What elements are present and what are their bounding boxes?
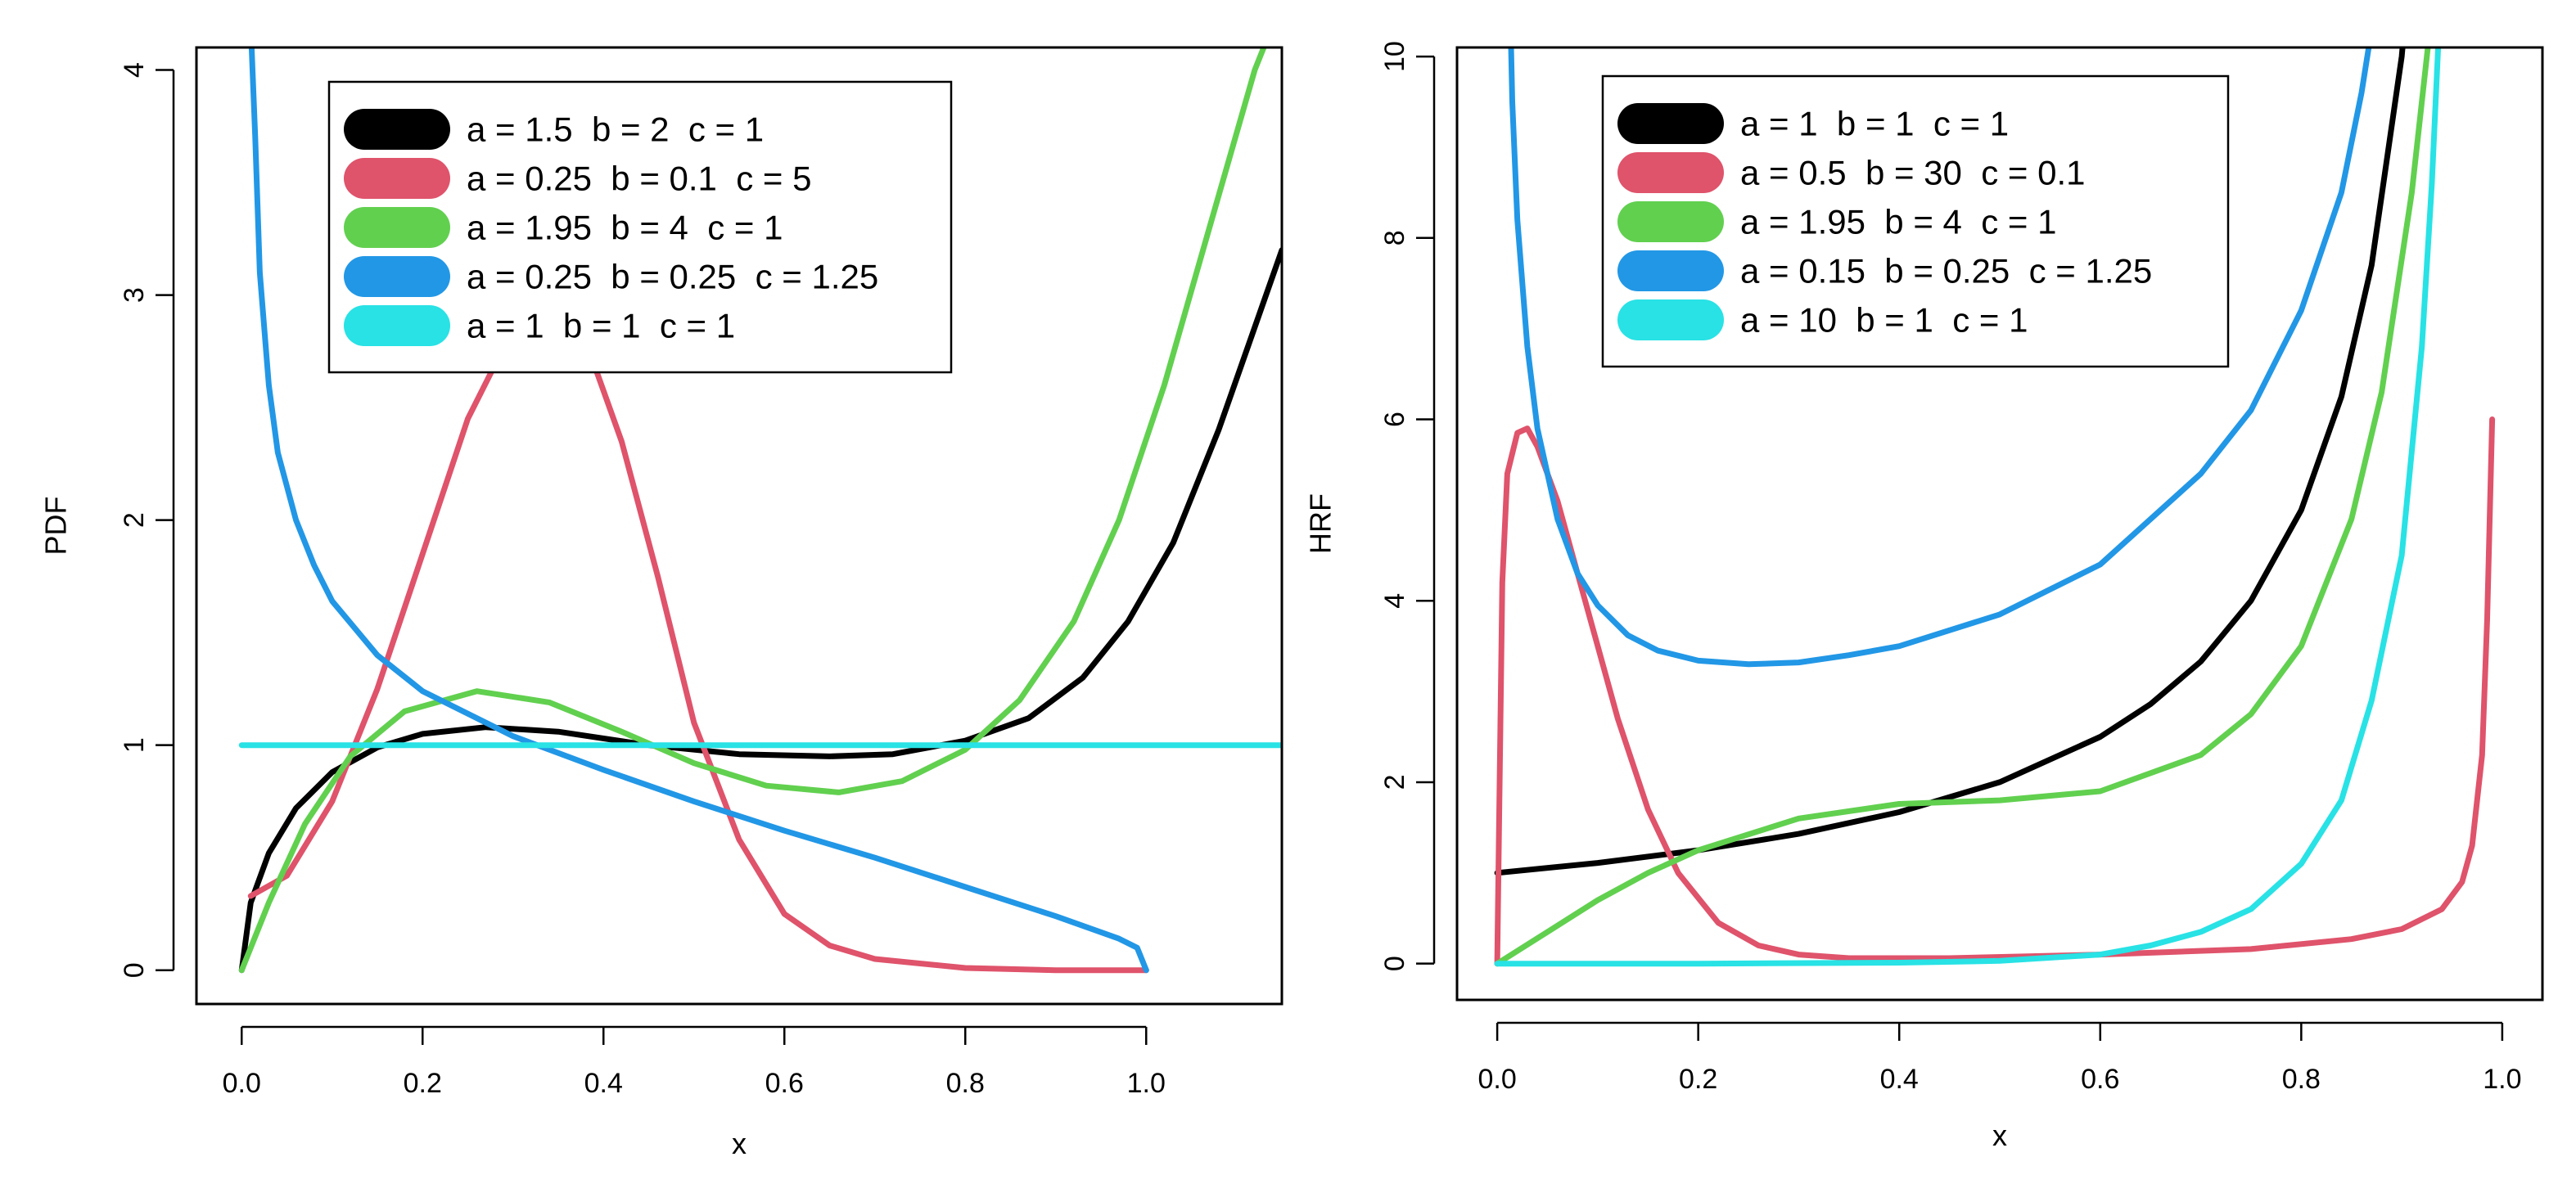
series-lines bbox=[1494, 47, 2496, 967]
legend-label-5: a = 1 b = 1 c = 1 bbox=[467, 307, 735, 345]
legend-label-2: a = 0.25 b = 0.1 c = 5 bbox=[467, 160, 811, 198]
legend-swatch-1 bbox=[1617, 103, 1724, 144]
y-tick-label: 4 bbox=[1379, 593, 1410, 609]
y-tick-label: 3 bbox=[119, 287, 150, 303]
x-tick-label: 1.0 bbox=[2483, 1064, 2521, 1095]
plot-frame bbox=[195, 46, 1283, 1006]
x-axis-title: x bbox=[1992, 1119, 2007, 1152]
series-line-4 bbox=[1508, 47, 2372, 668]
series-line-2 bbox=[1494, 416, 2496, 967]
y-tick-label: 10 bbox=[1379, 41, 1410, 72]
x-tick-label: 0.4 bbox=[584, 1068, 623, 1099]
legend-label-4: a = 0.15 b = 0.25 c = 1.25 bbox=[1740, 252, 2152, 290]
x-axis-title: x bbox=[732, 1127, 747, 1160]
series-line-4 bbox=[248, 47, 1149, 974]
legend-swatch-1 bbox=[344, 109, 450, 150]
series-lines bbox=[238, 47, 1282, 974]
hrf-panel: 0.0 0.2 0.4 0.6 0.8 1.0 0 2 4 6 8 10 x HRF a = 1 b = 1… bbox=[1304, 41, 2544, 1152]
x-tick-label: 0.6 bbox=[765, 1068, 804, 1099]
y-tick-label: 8 bbox=[1379, 230, 1410, 245]
series-line-1 bbox=[1494, 47, 2406, 876]
plot-frame bbox=[1455, 46, 2544, 1002]
legend-label-2: a = 0.5 b = 30 c = 0.1 bbox=[1740, 154, 2085, 192]
y-tick-label: 0 bbox=[119, 962, 150, 978]
x-tick-label: 0.2 bbox=[404, 1068, 442, 1099]
legend-swatch-4 bbox=[1617, 250, 1724, 291]
series-line-5 bbox=[1494, 47, 2442, 967]
legend: a = 1 b = 1 c = 1 a = 0.5 b = 30 c = 0.1 a… bbox=[1601, 74, 2230, 368]
y-tick-label: 6 bbox=[1379, 412, 1410, 427]
x-tick-label: 0.8 bbox=[2282, 1064, 2321, 1095]
y-tick-label: 1 bbox=[119, 737, 150, 753]
x-tick-label: 0.4 bbox=[1880, 1064, 1919, 1095]
series-line-3 bbox=[1494, 47, 2431, 967]
y-axis-title: HRF bbox=[1304, 493, 1338, 554]
series-line-2 bbox=[247, 305, 1149, 974]
x-tick-label: 0.2 bbox=[1679, 1064, 1717, 1095]
x-tick-label: 0.6 bbox=[2081, 1064, 2119, 1095]
x-tick-label: 0.0 bbox=[1477, 1064, 1516, 1095]
legend-label-1: a = 1.5 b = 2 c = 1 bbox=[467, 110, 764, 149]
y-axis-title: PDF bbox=[39, 497, 73, 556]
legend-swatch-4 bbox=[344, 256, 450, 297]
legend-label-3: a = 1.95 b = 4 c = 1 bbox=[467, 209, 783, 247]
x-tick-label: 0.0 bbox=[223, 1068, 261, 1099]
legend-swatch-3 bbox=[1617, 201, 1724, 242]
legend-label-5: a = 10 b = 1 c = 1 bbox=[1740, 301, 2028, 340]
series-line-3 bbox=[238, 47, 1267, 974]
legend-swatch-3 bbox=[344, 207, 450, 248]
x-tick-label: 0.8 bbox=[946, 1068, 985, 1099]
legend-label-4: a = 0.25 b = 0.25 c = 1.25 bbox=[467, 258, 878, 296]
legend-label-3: a = 1.95 b = 4 c = 1 bbox=[1740, 203, 2056, 241]
legend-swatch-2 bbox=[1617, 152, 1724, 193]
y-tick-label: 2 bbox=[1379, 774, 1410, 790]
x-tick-label: 1.0 bbox=[1127, 1068, 1166, 1099]
pdf-panel: 0.0 0.2 0.4 0.6 0.8 1.0 0 1 2 3 4 x PDF a = 1.5 b = 2… bbox=[39, 46, 1283, 1160]
y-tick-label: 4 bbox=[119, 62, 150, 78]
series-line-1 bbox=[238, 247, 1282, 974]
legend-swatch-5 bbox=[344, 305, 450, 346]
y-tick-label: 0 bbox=[1379, 956, 1410, 971]
legend: a = 1.5 b = 2 c = 1 a = 0.25 b = 0.1 c = … bbox=[327, 80, 953, 374]
legend-label-1: a = 1 b = 1 c = 1 bbox=[1740, 105, 2009, 143]
legend-swatch-5 bbox=[1617, 299, 1724, 340]
legend-swatch-2 bbox=[344, 158, 450, 199]
y-tick-label: 2 bbox=[119, 512, 150, 528]
